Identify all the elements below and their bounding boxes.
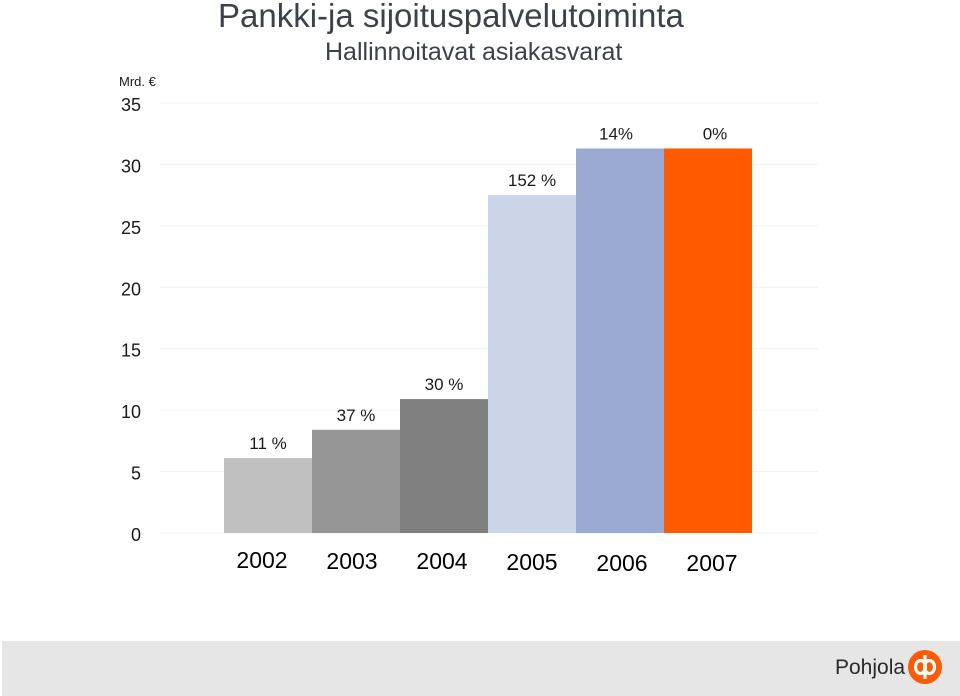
bar-2004 — [400, 399, 488, 533]
x-tick-label: 2002 — [236, 547, 287, 573]
data-labels: 11 % 37 % 30 % 152 % 14% 0% — [249, 124, 727, 453]
x-tick-label: 2003 — [326, 548, 377, 574]
chart-subtitle: Hallinnoitavat asiakasvarat — [325, 38, 623, 66]
x-tick-label: 2006 — [596, 550, 647, 576]
y-tick-label: 30 — [121, 156, 141, 176]
bar-2007 — [664, 148, 752, 533]
data-label: 14% — [599, 124, 633, 143]
y-tick-label: 20 — [121, 279, 141, 299]
bar-2005 — [488, 195, 576, 533]
y-tick-label: 15 — [121, 341, 141, 361]
data-label: 37 % — [337, 406, 376, 425]
data-label: 11 % — [249, 434, 287, 453]
bar-2006 — [576, 148, 664, 533]
y-axis-label: Mrd. € — [119, 74, 157, 89]
y-axis-ticks: 0 5 10 15 20 25 30 35 — [121, 95, 141, 545]
y-tick-label: 5 — [131, 464, 141, 484]
data-label: 30 % — [425, 375, 464, 394]
y-tick-label: 35 — [121, 95, 141, 115]
bars — [224, 148, 752, 533]
x-tick-label: 2004 — [416, 548, 467, 574]
x-tick-label: 2007 — [686, 550, 737, 576]
bar-2002 — [224, 458, 312, 533]
footer-bar: Pohjola — [2, 641, 960, 696]
bar-chart: 11 % 37 % 30 % 152 % 14% 0% 0 5 10 15 20 25 30 35 20… — [119, 74, 818, 576]
x-axis-ticks: 2002 2003 2004 2005 2006 2007 — [236, 547, 737, 576]
data-label: 0% — [703, 124, 728, 143]
y-tick-label: 25 — [121, 218, 141, 238]
brand-name: Pohjola — [835, 656, 906, 679]
y-tick-label: 0 — [131, 525, 141, 545]
bar-2003 — [312, 429, 400, 533]
data-label: 152 % — [508, 171, 556, 190]
pohjola-logo-icon — [908, 650, 942, 684]
y-tick-label: 10 — [121, 402, 141, 422]
chart-title: Pankki-ja sijoituspalvelutoiminta — [218, 0, 684, 34]
x-tick-label: 2005 — [506, 549, 557, 575]
